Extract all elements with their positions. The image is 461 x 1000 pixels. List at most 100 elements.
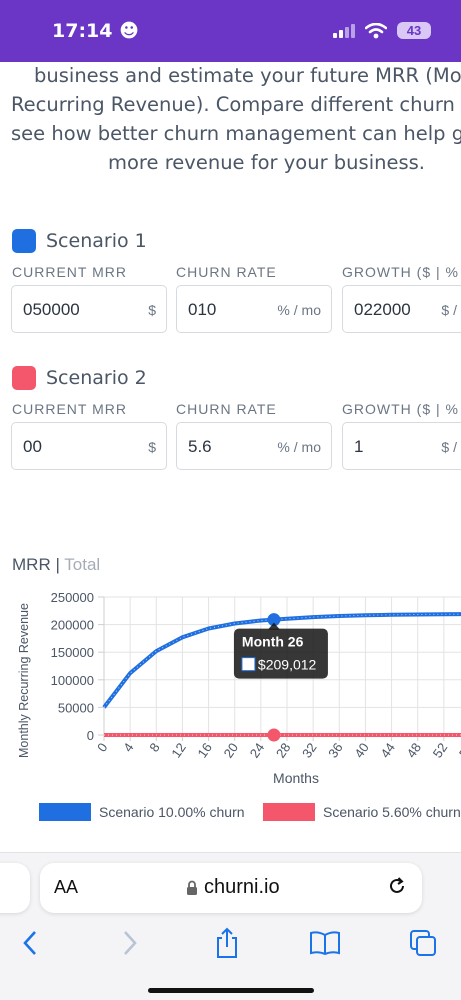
x-tick-label: 40 [351, 740, 372, 760]
percent-unit: % / mo [277, 302, 321, 318]
status-icons: 43 [333, 22, 431, 39]
share-icon [217, 927, 237, 958]
current-mrr-label: CURRENT MRR [12, 264, 127, 280]
field-value: 00 [23, 437, 42, 456]
chevron-left-icon [23, 931, 36, 955]
separator: | [50, 555, 65, 574]
x-axis-ticks: 0 4 8 12 16 20 24 28 32 36 40 44 48 52 56 [94, 740, 461, 760]
total-view-tab[interactable]: Total [64, 555, 101, 574]
field-value: 5.6 [188, 437, 212, 456]
lock-icon [187, 880, 197, 895]
scenario-2-header: Scenario 2 [12, 366, 147, 390]
chart-legend: Scenario 10.00% churn Scenario 5.60% chu… [0, 803, 461, 825]
x-tick-label: 0 [94, 740, 110, 755]
currency-unit: $ [148, 302, 156, 318]
scenario-2-growth-input[interactable]: 1 $ / [342, 422, 461, 470]
x-tick-label: 48 [404, 740, 425, 760]
tooltip-box [233, 628, 328, 679]
legend-label: Scenario 10.00% churn [99, 804, 245, 820]
churn-rate-label: CHURN RATE [176, 264, 277, 280]
tabs-button[interactable] [403, 923, 443, 963]
growth-label: GROWTH ($ | % [342, 401, 459, 417]
scenario-1-current-mrr-input[interactable]: 050000 $ [11, 285, 167, 333]
status-bar: 17:14 ☻ 43 [0, 0, 461, 62]
url-text: churni.io [204, 876, 280, 898]
smiley-icon: ☻ [112, 20, 139, 42]
x-tick-label: 24 [247, 740, 268, 760]
intro-text: business and estimate your future MRR (M… [0, 62, 461, 182]
x-tick-label: 16 [194, 740, 215, 760]
y-axis-label: Monthly Recurring Revenue [17, 603, 31, 758]
x-tick-label: 28 [273, 740, 294, 760]
signal-icon [333, 23, 355, 38]
home-indicator [148, 988, 314, 993]
x-tick-label: 56 [456, 740, 461, 760]
previous-tab-preview[interactable] [0, 863, 30, 913]
tooltip-caret [267, 622, 280, 630]
scenario-2-color-swatch [12, 366, 36, 390]
legend-item-scenario-1[interactable]: Scenario 10.00% churn [39, 803, 245, 821]
reload-icon[interactable] [386, 875, 408, 897]
tooltip-swatch [241, 657, 256, 672]
series-highlight-point-1 [267, 613, 281, 627]
reader-options-button[interactable]: AA [54, 877, 79, 897]
growth-label: GROWTH ($ | % [342, 264, 459, 280]
intro-line: business and estimate your future MRR (M… [34, 64, 461, 87]
scenario-2-churn-rate-input[interactable]: 5.6 % / mo [176, 422, 332, 470]
field-value: 022000 [354, 300, 411, 319]
growth-unit: $ / [441, 302, 457, 318]
scenario-2-current-mrr-input[interactable]: 00 $ [11, 422, 167, 470]
legend-swatch [263, 803, 315, 821]
wifi-icon [365, 22, 387, 38]
field-value: 050000 [23, 300, 80, 319]
battery-indicator: 43 [397, 22, 431, 39]
field-value: 1 [354, 437, 364, 456]
tooltip-value: $209,012 [258, 657, 317, 673]
x-tick-label: 32 [299, 740, 320, 760]
y-tick-label: 100000 [51, 673, 94, 688]
url-display[interactable]: churni.io [186, 876, 280, 899]
x-axis-label: Months [273, 770, 319, 786]
forward-button[interactable] [110, 923, 150, 963]
status-time: 17:14 ☻ [52, 20, 139, 42]
x-tick-label: 12 [168, 740, 189, 760]
chart-view-toggle: MRR | Total [12, 555, 100, 575]
x-tick-label: 52 [430, 740, 451, 760]
intro-line: see how better churn management can help… [11, 122, 461, 145]
scenario-1-growth-input[interactable]: 022000 $ / [342, 285, 461, 333]
growth-unit: $ / [441, 439, 457, 455]
scenario-1-churn-rate-input[interactable]: 010 % / mo [176, 285, 332, 333]
legend-swatch [39, 803, 91, 821]
chart-lines [102, 612, 461, 742]
x-tick-label: 44 [377, 740, 398, 760]
x-tick-label: 36 [325, 740, 346, 760]
intro-line: Recurring Revenue). Compare different ch… [11, 93, 461, 116]
y-tick-label: 50000 [58, 700, 94, 715]
address-bar[interactable]: AA churni.io [40, 863, 422, 913]
mrr-view-tab[interactable]: MRR [12, 555, 51, 574]
y-tick-label: 150000 [51, 645, 94, 660]
x-tick-label: 4 [120, 740, 136, 755]
legend-label: Scenario 5.60% churn [323, 804, 461, 820]
tabs-icon [410, 930, 436, 956]
y-tick-label: 250000 [51, 590, 94, 605]
legend-item-scenario-2[interactable]: Scenario 5.60% churn [263, 803, 461, 821]
churn-rate-label: CHURN RATE [176, 401, 277, 417]
browser-nav [0, 923, 461, 963]
share-button[interactable] [207, 923, 247, 963]
back-button[interactable] [10, 923, 50, 963]
x-tick-label: 20 [221, 740, 242, 760]
y-tick-label: 0 [87, 728, 94, 743]
y-axis-ticks: 250000 200000 150000 100000 50000 0 [51, 590, 94, 743]
scenario-1-header: Scenario 1 [12, 229, 147, 253]
field-value: 010 [188, 300, 217, 319]
chart-tooltip: Month 26 $209,012 [233, 622, 328, 679]
bookmarks-button[interactable] [305, 923, 345, 963]
x-tick-label: 8 [146, 740, 162, 755]
book-icon [310, 931, 340, 956]
series-highlight-point-2 [267, 728, 281, 742]
y-tick-label: 200000 [51, 618, 94, 633]
percent-unit: % / mo [277, 439, 321, 455]
chevron-right-icon [124, 931, 137, 955]
